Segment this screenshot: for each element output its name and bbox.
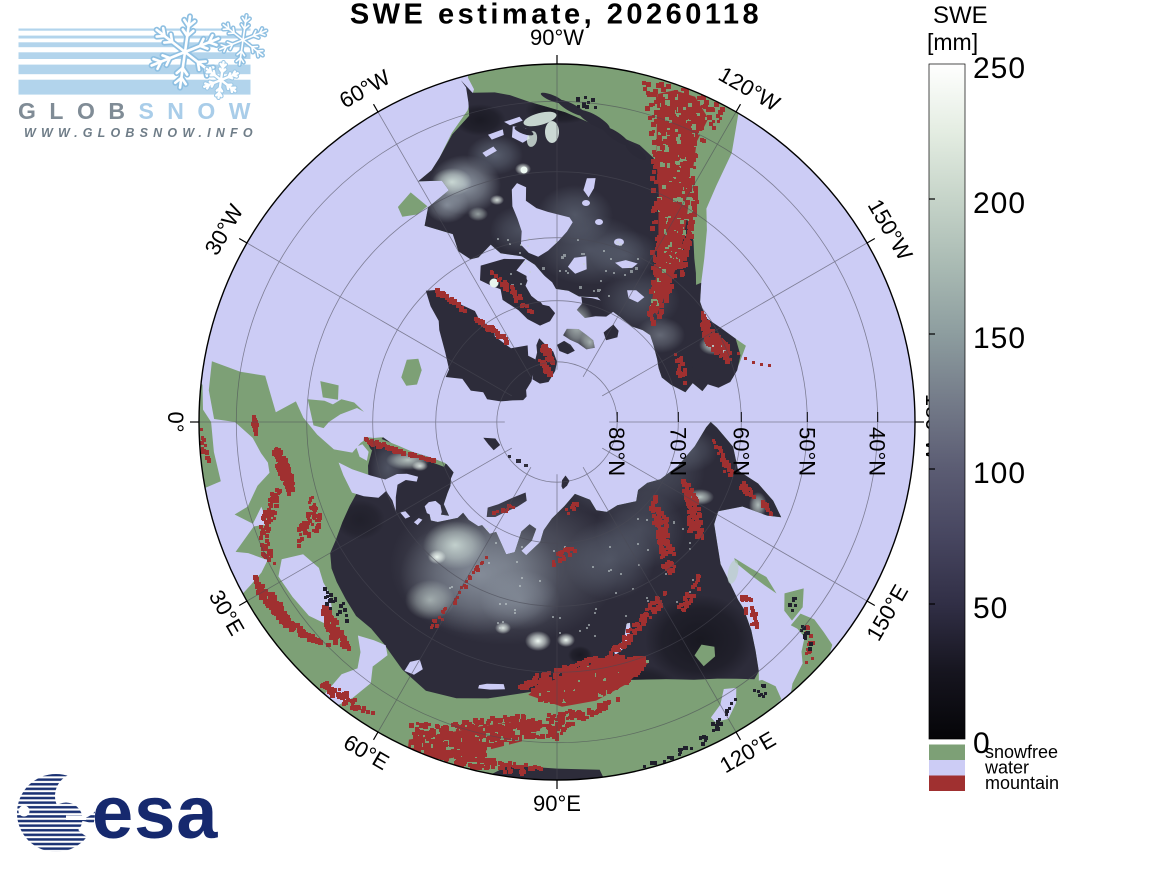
svg-text:90°E: 90°E — [533, 791, 581, 816]
svg-text:250: 250 — [973, 52, 1026, 85]
svg-text:60°W: 60°W — [335, 64, 394, 113]
svg-text:150: 150 — [973, 322, 1026, 355]
svg-text:100: 100 — [973, 457, 1026, 490]
svg-text:60°N: 60°N — [728, 427, 753, 476]
svg-text:80°N: 80°N — [604, 427, 629, 476]
svg-text:50°N: 50°N — [794, 427, 819, 476]
svg-text:70°N: 70°N — [665, 427, 690, 476]
svg-text:SWE: SWE — [933, 2, 988, 29]
svg-text:WWW.GLOBSNOW.INFO: WWW.GLOBSNOW.INFO — [24, 126, 258, 140]
svg-text:50: 50 — [973, 592, 1008, 625]
svg-text:mountain: mountain — [985, 773, 1059, 793]
svg-text:esa: esa — [92, 771, 218, 854]
svg-text:30°W: 30°W — [200, 200, 249, 259]
svg-text:200: 200 — [973, 187, 1026, 220]
svg-text:SWE estimate, 20260118: SWE estimate, 20260118 — [350, 0, 762, 31]
svg-text:0°: 0° — [163, 411, 188, 432]
svg-text:40°N: 40°N — [865, 427, 890, 476]
svg-text:GLOBSNOW: GLOBSNOW — [18, 98, 264, 124]
svg-text:[mm]: [mm] — [927, 29, 978, 55]
